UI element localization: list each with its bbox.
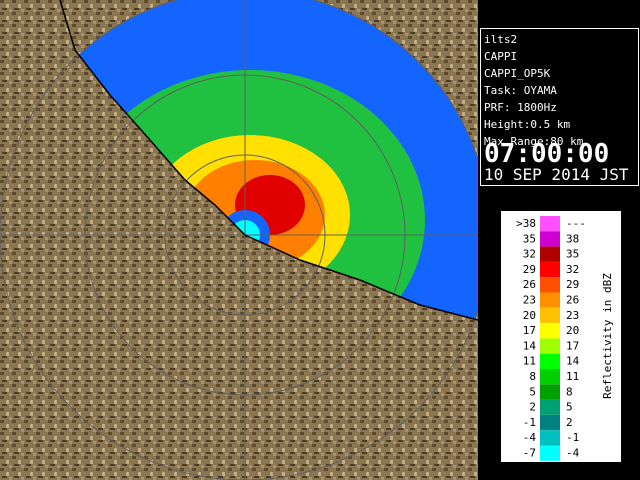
info-line: PRF: 1800Hz [484,101,557,114]
legend-low: 8 [529,370,536,383]
legend-high: 5 [566,401,573,414]
legend-high: 32 [566,263,579,276]
info-panel [480,28,639,186]
legend-high: 17 [566,339,579,352]
info-line: Height:0.5 km [484,118,570,131]
legend-swatch [540,246,560,262]
legend-high: 26 [566,294,579,307]
legend-high: --- [566,217,586,230]
legend-swatch [540,414,560,431]
legend-low: 11 [523,355,536,368]
legend-high: 35 [566,248,579,261]
legend-swatch [540,430,560,446]
legend-swatch [540,261,560,278]
legend-low: 23 [523,294,536,307]
legend-high: 38 [566,232,579,245]
legend-high: 20 [566,324,579,337]
legend-high: 11 [566,370,579,383]
coastline [59,0,478,321]
range-rings [0,0,478,480]
info-line: CAPPI [484,50,517,63]
legend-low: 29 [523,263,536,276]
legend-high: 14 [566,355,580,368]
info-line: Task: OYAMA [484,84,557,97]
info-line: Max Range:80 km [484,135,584,148]
legend [500,210,622,463]
legend-high: 29 [566,278,579,291]
info-line: CAPPI_OP5K [484,67,551,80]
legend-swatch [540,216,560,232]
legend-low: 17 [523,324,536,337]
info-text: ilts2 CAPPI CAPPI_OP5K Task: OYAMA PRF: 1800… [484,33,584,148]
legend-high: 8 [566,385,573,398]
date: 10 SEP 2014 JST [484,165,629,184]
legend-swatch [540,369,560,385]
legend-low: 32 [523,248,536,261]
legend-low: 2 [529,401,536,414]
legend-low: 26 [523,278,536,291]
legend-low: 20 [523,309,536,322]
legend-swatch [540,323,560,339]
legend-low: 35 [523,232,536,245]
info-line: ilts2 [484,33,517,46]
legend-low: -1 [523,416,536,429]
legend-swatch [540,353,560,369]
legend-low: 5 [529,385,536,398]
legend-swatch [540,292,560,308]
legend-low: -4 [523,431,537,444]
legend-swatch [540,445,560,461]
legend-swatch [540,399,560,415]
legend-low: >38 [516,217,536,230]
map [0,0,478,480]
legend-title: Reflectivity in dBZ [601,273,614,399]
time: 07:00:00 [484,139,609,169]
legend-high: -4 [566,447,580,460]
legend-rows: >38 --- 35 38 32 35 29 32 26 29 23 26 20 23 17 20 14 17 11… [516,216,586,461]
legend-high: 2 [566,416,573,429]
legend-low: -7 [523,447,536,460]
legend-swatch [540,338,560,354]
legend-swatch [540,307,560,324]
legend-swatch [540,384,560,400]
legend-high: 23 [566,309,579,322]
legend-high: -1 [566,431,579,444]
legend-low: 14 [523,339,537,352]
legend-swatch [540,231,560,247]
legend-swatch [540,277,560,293]
